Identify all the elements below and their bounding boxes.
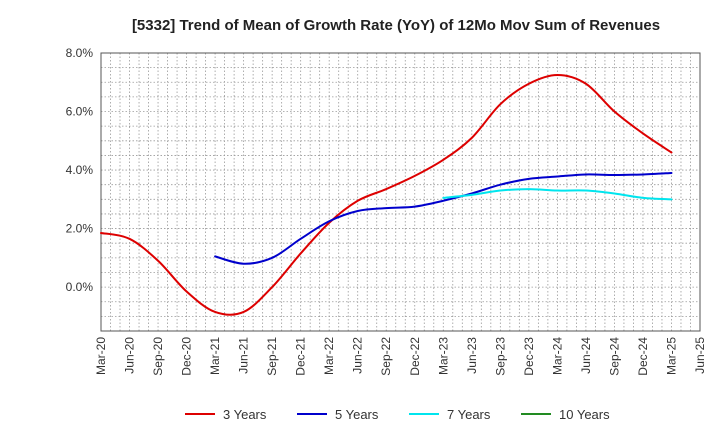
x-tick-label: Sep-24 xyxy=(607,337,621,376)
y-tick-label: 8.0% xyxy=(66,46,94,60)
series-lines xyxy=(100,73,673,316)
x-tick-label: Dec-22 xyxy=(408,337,422,376)
grid xyxy=(101,53,700,331)
series-line-3-years xyxy=(100,73,673,316)
y-tick-label: 0.0% xyxy=(66,280,94,294)
x-tick-label: Mar-22 xyxy=(322,337,336,375)
x-tick-label: Mar-20 xyxy=(94,337,108,375)
x-tick-label: Jun-21 xyxy=(237,337,251,374)
x-tick-label: Jun-24 xyxy=(579,337,593,374)
x-tick-label: Jun-25 xyxy=(693,337,707,374)
y-tick-label: 4.0% xyxy=(66,163,94,177)
series-line-7-years xyxy=(442,188,673,201)
x-tick-label: Sep-22 xyxy=(379,337,393,376)
x-tick-label: Mar-21 xyxy=(208,337,222,375)
series-line-5-years xyxy=(214,171,673,265)
legend-label-10-years: 10 Years xyxy=(559,407,610,422)
x-tick-label: Dec-24 xyxy=(636,337,650,376)
y-tick-label: 6.0% xyxy=(66,105,94,119)
axes: 0.0% 2.0% 4.0% 6.0% 8.0% Mar-20 Jun-20 Sep-20 De… xyxy=(66,46,707,376)
legend-label-7-years: 7 Years xyxy=(447,407,491,422)
x-tick-label: Mar-23 xyxy=(436,337,450,375)
x-tick-label: Dec-20 xyxy=(180,337,194,376)
x-tick-label: Dec-21 xyxy=(294,337,308,376)
x-tick-label: Jun-23 xyxy=(465,337,479,374)
legend: 3 Years 5 Years 7 Years 10 Years xyxy=(185,407,610,422)
x-tick-label: Mar-24 xyxy=(550,337,564,375)
x-tick-label: Dec-23 xyxy=(522,337,536,376)
x-tick-label: Sep-21 xyxy=(265,337,279,376)
x-tick-label: Mar-25 xyxy=(664,337,678,375)
legend-label-3-years: 3 Years xyxy=(223,407,267,422)
x-tick-label: Jun-20 xyxy=(123,337,137,374)
chart-title: [5332] Trend of Mean of Growth Rate (YoY… xyxy=(132,17,660,34)
y-tick-label: 2.0% xyxy=(66,222,94,236)
x-tick-label: Sep-20 xyxy=(151,337,165,376)
legend-label-5-years: 5 Years xyxy=(335,407,379,422)
plot-frame xyxy=(100,52,701,332)
x-tick-label: Sep-23 xyxy=(493,337,507,376)
x-tick-label: Jun-22 xyxy=(351,337,365,374)
